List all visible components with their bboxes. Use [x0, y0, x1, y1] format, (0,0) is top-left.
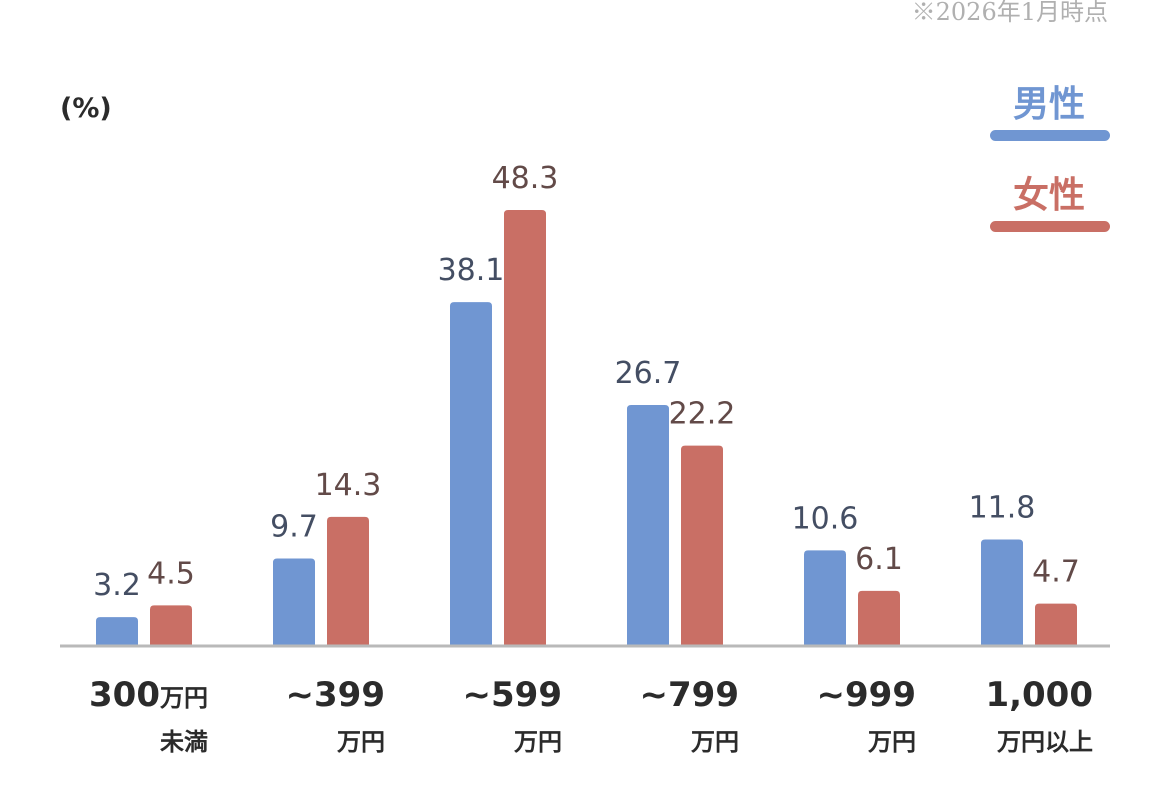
category-label-5: 1,000 [985, 675, 1093, 715]
value-label-male-0: 3.2 [93, 568, 141, 603]
category-label-2: ~599 [463, 675, 562, 715]
bar-male-0 [96, 617, 138, 646]
date-note: ※2026年1月時点 [912, 0, 1108, 26]
value-label-male-4: 10.6 [792, 501, 859, 536]
category-sublabel-1: 万円 [337, 728, 385, 756]
category-label-4: ~999 [817, 675, 916, 715]
value-label-female-3: 22.2 [669, 397, 736, 432]
category-sublabel-2: 万円 [514, 728, 562, 756]
unit-label: (%) [60, 93, 112, 124]
value-label-male-1: 9.7 [270, 509, 318, 544]
legend-label-female: 女性 [1013, 175, 1085, 216]
category-label-1: ~399 [286, 675, 385, 715]
legend-swatch-female [990, 221, 1110, 232]
value-label-male-2: 38.1 [438, 253, 505, 288]
bar-male-1 [273, 558, 315, 646]
bar-female-0 [150, 605, 192, 646]
bar-male-2 [450, 302, 492, 646]
value-label-female-0: 4.5 [147, 556, 195, 591]
category-sublabel-3: 万円 [691, 728, 739, 756]
category-label-0: 300万円 [89, 675, 208, 715]
bar-female-2 [504, 210, 546, 646]
legend-label-male: 男性 [1013, 84, 1085, 125]
bar-male-4 [804, 550, 846, 646]
value-label-male-3: 26.7 [615, 356, 682, 391]
bar-female-5 [1035, 603, 1077, 646]
value-label-female-5: 4.7 [1032, 555, 1080, 590]
value-label-female-4: 6.1 [855, 542, 903, 577]
value-label-male-5: 11.8 [969, 490, 1036, 525]
value-label-female-1: 14.3 [315, 468, 382, 503]
bar-female-4 [858, 590, 900, 646]
category-sublabel-5: 万円以上 [997, 728, 1093, 756]
value-label-female-2: 48.3 [492, 161, 559, 196]
legend-swatch-male [990, 130, 1110, 141]
category-sublabel-0: 未満 [160, 728, 208, 756]
bar-female-3 [681, 445, 723, 646]
bar-female-1 [327, 516, 369, 646]
bar-male-5 [981, 539, 1023, 646]
bar-male-3 [627, 404, 669, 646]
category-label-3: ~799 [640, 675, 739, 715]
category-sublabel-4: 万円 [868, 728, 916, 756]
